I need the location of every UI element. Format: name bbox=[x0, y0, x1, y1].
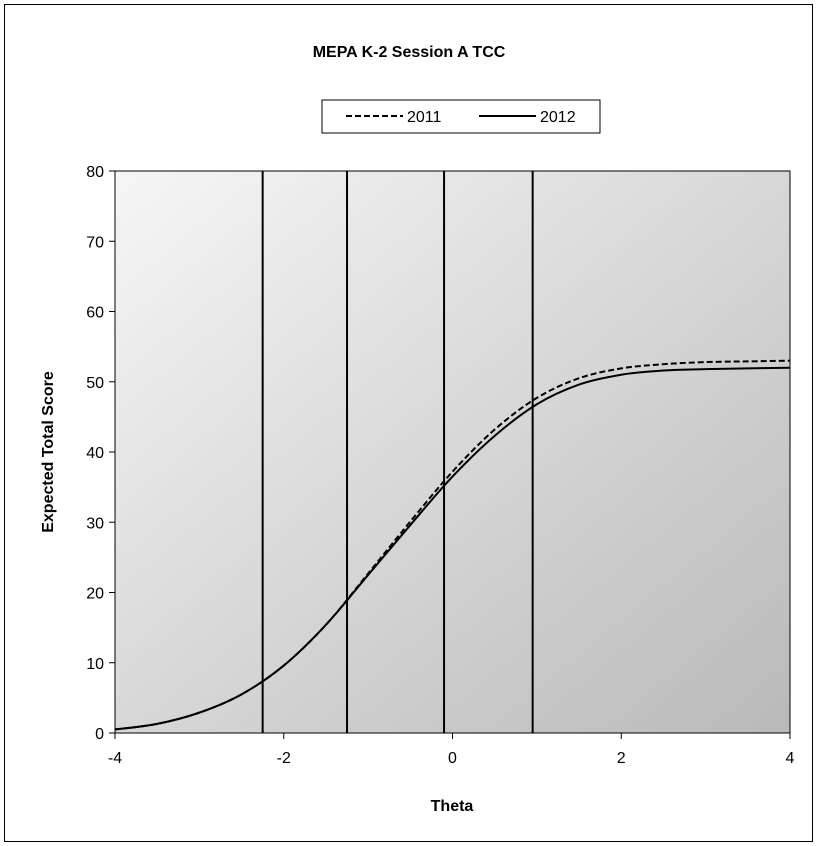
y-tick-label: 10 bbox=[86, 656, 104, 673]
legend: 2011 2012 bbox=[321, 99, 601, 134]
x-tick-label: 2 bbox=[617, 750, 626, 767]
x-axis-label: Theta bbox=[431, 798, 474, 815]
legend-label-2012: 2012 bbox=[540, 109, 576, 126]
cut-score-lines bbox=[261, 171, 534, 733]
x-tick-label: -2 bbox=[277, 750, 291, 767]
x-tick-label: 0 bbox=[448, 750, 457, 767]
y-axis-label: Expected Total Score bbox=[40, 371, 57, 533]
legend-label-2011: 2011 bbox=[407, 109, 442, 126]
plot-area bbox=[114, 170, 791, 734]
y-axis-ticks: 0 10 20 30 40 50 60 70 80 bbox=[86, 164, 115, 743]
y-tick-label: 40 bbox=[86, 445, 104, 462]
x-tick-label: -4 bbox=[108, 750, 122, 767]
x-tick-label: 4 bbox=[786, 750, 795, 767]
y-tick-label: 50 bbox=[86, 375, 104, 392]
y-tick-label: 60 bbox=[86, 305, 104, 322]
x-axis-ticks: -4 -2 0 2 4 bbox=[108, 733, 795, 767]
chart-title: MEPA K-2 Session A TCC bbox=[313, 44, 506, 61]
y-tick-label: 30 bbox=[86, 515, 104, 532]
series-layer bbox=[114, 359, 791, 731]
y-tick-label: 70 bbox=[86, 234, 104, 251]
series-line-2012 bbox=[114, 366, 791, 731]
y-tick-label: 20 bbox=[86, 586, 104, 603]
y-tick-label: 0 bbox=[95, 726, 104, 743]
chart-frame: MEPA K-2 Session A TCC 2011 2012 0 10 20 30… bbox=[4, 4, 813, 842]
y-tick-label: 80 bbox=[86, 164, 104, 181]
chart-svg: MEPA K-2 Session A TCC 2011 2012 0102030… bbox=[40, 44, 795, 815]
